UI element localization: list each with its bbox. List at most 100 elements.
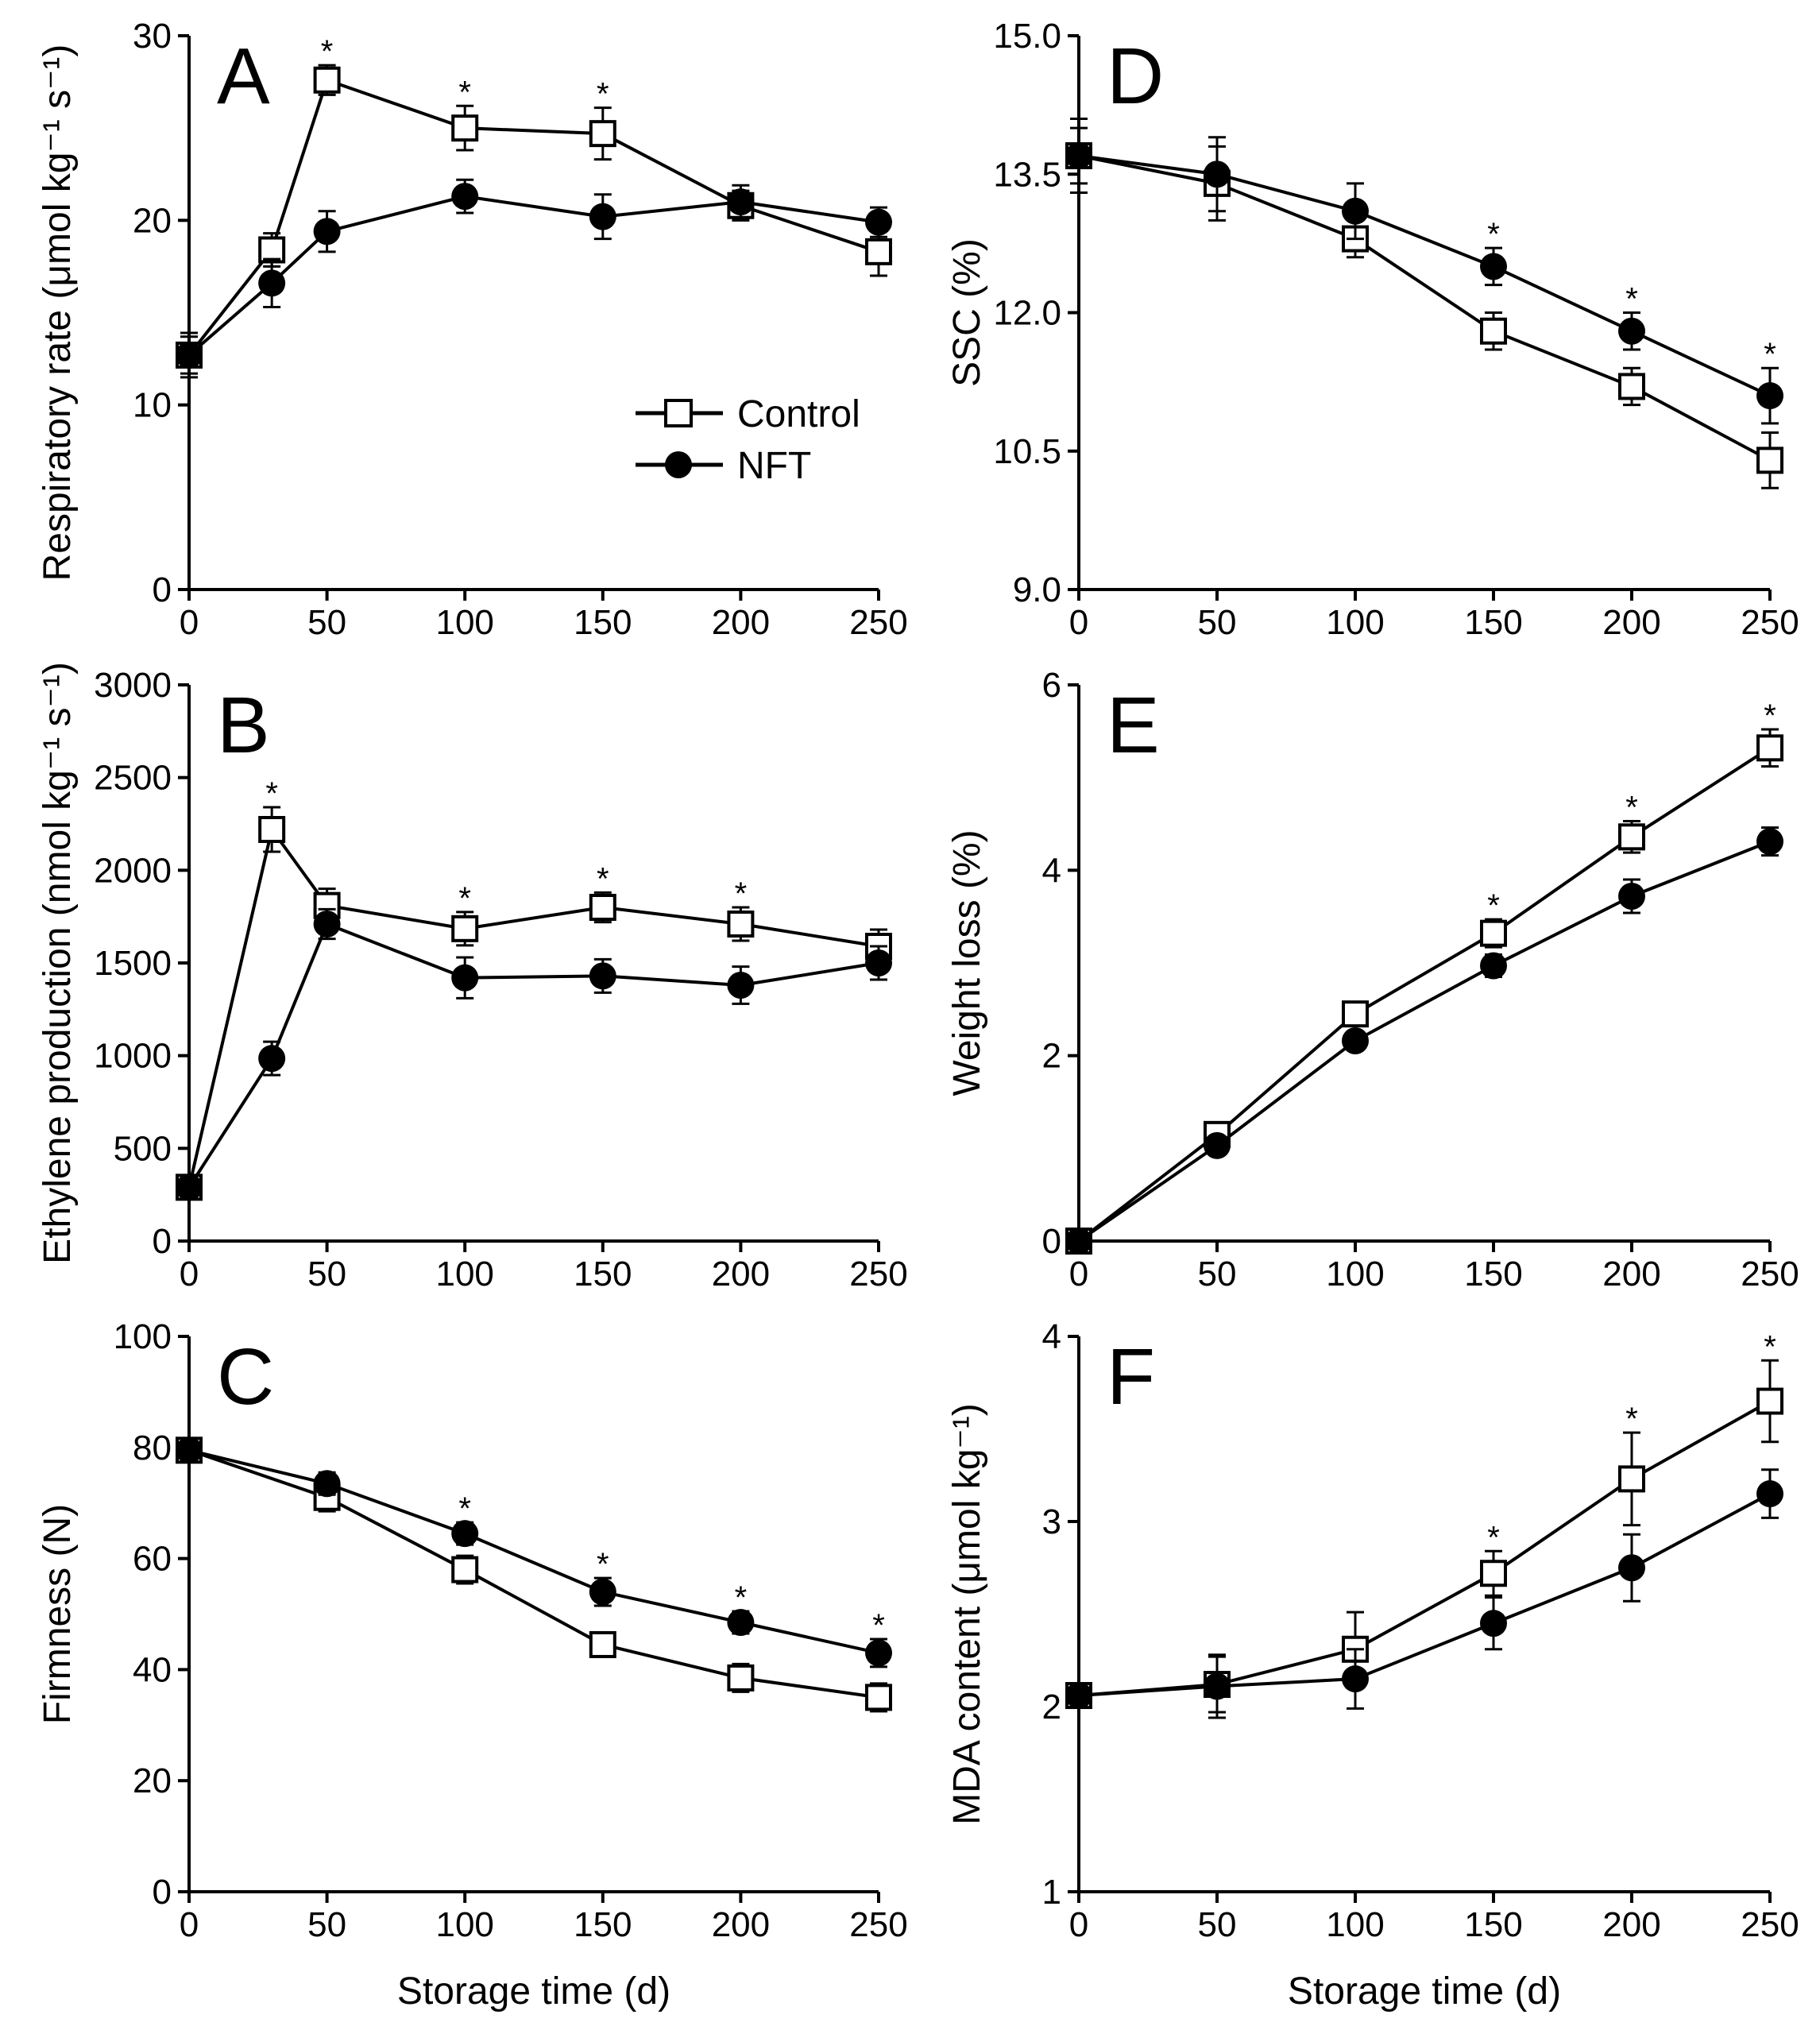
data-point-nft-e	[1480, 952, 1507, 980]
x-tick-label-d: 250	[1741, 603, 1799, 642]
data-point-nft-d	[1480, 253, 1507, 280]
x-tick-label-a: 250	[849, 603, 907, 642]
significance-star-e: *	[1625, 791, 1638, 826]
x-tick-label-e: 200	[1602, 1255, 1660, 1293]
panel-f: 0 50 100 150 200 250 1 2 3 4 MDA content (μmol kg⁻…	[946, 1317, 1799, 2013]
panel-letter-d: D	[1107, 32, 1164, 121]
data-point-nft-b	[727, 972, 755, 999]
data-point-nft-b	[313, 911, 341, 938]
data-point-nft-f	[1342, 1665, 1369, 1693]
y-tick-label-f: 3	[1042, 1502, 1061, 1541]
y-tick-label-e: 2	[1042, 1037, 1061, 1076]
y-tick-label-c: 0	[153, 1873, 172, 1912]
y-tick-label-d: 12.0	[993, 294, 1061, 333]
x-tick-label-d: 200	[1602, 603, 1660, 642]
significance-star-c: *	[872, 1608, 885, 1643]
x-tick-label-a: 0	[180, 603, 199, 642]
data-point-nft-b	[258, 1045, 286, 1073]
x-tick-label-e: 0	[1069, 1255, 1088, 1293]
x-tick-label-a: 50	[307, 603, 346, 642]
legend-control-marker	[664, 399, 693, 427]
x-tick-label-b: 50	[307, 1255, 346, 1293]
x-tick-label-b: 200	[712, 1255, 770, 1293]
series-line-nft-a	[187, 195, 879, 357]
x-tick-label-e: 150	[1464, 1255, 1522, 1293]
data-point-nft-c	[451, 1520, 479, 1548]
series-line-nft-b	[187, 922, 879, 1189]
data-point-nft-d	[1342, 197, 1369, 225]
x-tick-label-e: 50	[1198, 1255, 1237, 1293]
data-point-nft-b	[451, 964, 479, 992]
x-tick-label-b: 250	[849, 1255, 907, 1293]
data-point-control-f	[1756, 1387, 1783, 1415]
significance-star-c: *	[458, 1491, 471, 1526]
series-line-control-c	[188, 1448, 879, 1699]
y-tick-label-d: 9.0	[1013, 570, 1061, 609]
panel-d: 0 50 100 150 200 250 9.0 10.5 12.0 13.5 15.0 SSC (%…	[946, 17, 1799, 642]
y-tick-label-a: 10	[133, 386, 172, 425]
panel-b: 0 50 100 150 200 250050010001500200025003000E…	[37, 662, 908, 1293]
y-tick-label-d: 15.0	[993, 17, 1061, 56]
data-point-nft-e	[1618, 883, 1645, 910]
data-point-nft-f	[1065, 1682, 1092, 1710]
y-tick-label-c: 100	[114, 1317, 172, 1356]
data-point-nft-b	[176, 1174, 203, 1201]
x-tick-label-f: 100	[1326, 1905, 1384, 1944]
data-point-control-b	[589, 894, 616, 921]
y-tick-label-b: 2500	[94, 759, 172, 798]
y-axis-title-b: Ethylene production (nmol kg⁻¹ s⁻¹)	[37, 662, 79, 1264]
significance-star-b: *	[265, 776, 278, 811]
panel-letter-f: F	[1107, 1332, 1155, 1421]
data-point-nft-f	[1480, 1610, 1507, 1638]
data-point-control-f	[1480, 1560, 1507, 1587]
significance-star-a: *	[597, 77, 609, 112]
data-point-control-d	[1480, 317, 1507, 345]
data-point-nft-a	[727, 188, 755, 216]
legend: Control NFT	[636, 393, 860, 487]
series-line-nft-e	[1077, 840, 1771, 1243]
significance-star-a: *	[321, 34, 334, 69]
x-tick-label-d: 150	[1464, 603, 1522, 642]
significance-star-d: *	[1487, 217, 1500, 252]
data-point-nft-a	[865, 208, 892, 236]
y-tick-label-d: 10.5	[993, 432, 1061, 471]
data-point-control-e	[1756, 734, 1783, 762]
data-point-nft-a	[451, 183, 479, 211]
data-point-control-b	[727, 911, 755, 938]
significance-star-f: *	[1764, 1329, 1776, 1364]
y-axis-title-a: Respiratory rate (μmol kg⁻¹ s⁻¹)	[37, 44, 79, 582]
x-tick-label-a: 200	[712, 603, 770, 642]
data-point-control-c	[451, 1556, 479, 1583]
x-tick-label-b: 0	[180, 1255, 199, 1293]
data-point-control-a	[589, 120, 616, 148]
data-point-control-e	[1618, 823, 1645, 851]
data-point-nft-e	[1204, 1131, 1231, 1159]
y-tick-label-a: 20	[133, 201, 172, 240]
series-line-control-a	[187, 78, 879, 357]
y-tick-label-c: 20	[133, 1761, 172, 1800]
data-point-nft-c	[589, 1578, 616, 1606]
data-point-nft-e	[1342, 1027, 1369, 1054]
y-tick-label-e: 6	[1042, 666, 1061, 705]
series-line-nft-f	[1078, 1492, 1771, 1698]
data-point-nft-b	[865, 949, 892, 976]
data-point-control-e	[1342, 1000, 1369, 1028]
y-tick-label-a: 0	[153, 570, 172, 609]
data-point-nft-f	[1204, 1672, 1231, 1700]
data-point-nft-f	[1756, 1480, 1783, 1508]
data-point-nft-d	[1204, 160, 1231, 188]
x-tick-label-f: 0	[1069, 1905, 1088, 1944]
significance-star-f: *	[1625, 1402, 1638, 1436]
data-point-control-b	[258, 816, 286, 843]
x-tick-label-d: 100	[1326, 603, 1384, 642]
y-axis-title-f: MDA content (μmol kg⁻¹)	[946, 1403, 988, 1824]
y-tick-label-b: 2000	[94, 851, 172, 890]
data-point-nft-b	[589, 962, 616, 990]
significance-star-e: *	[1764, 698, 1776, 733]
series-line-control-d	[1078, 154, 1771, 462]
data-point-control-d	[1756, 447, 1783, 474]
data-point-nft-c	[865, 1639, 892, 1667]
panel-letter-a: A	[217, 32, 270, 121]
significance-star-d: *	[1764, 337, 1776, 372]
